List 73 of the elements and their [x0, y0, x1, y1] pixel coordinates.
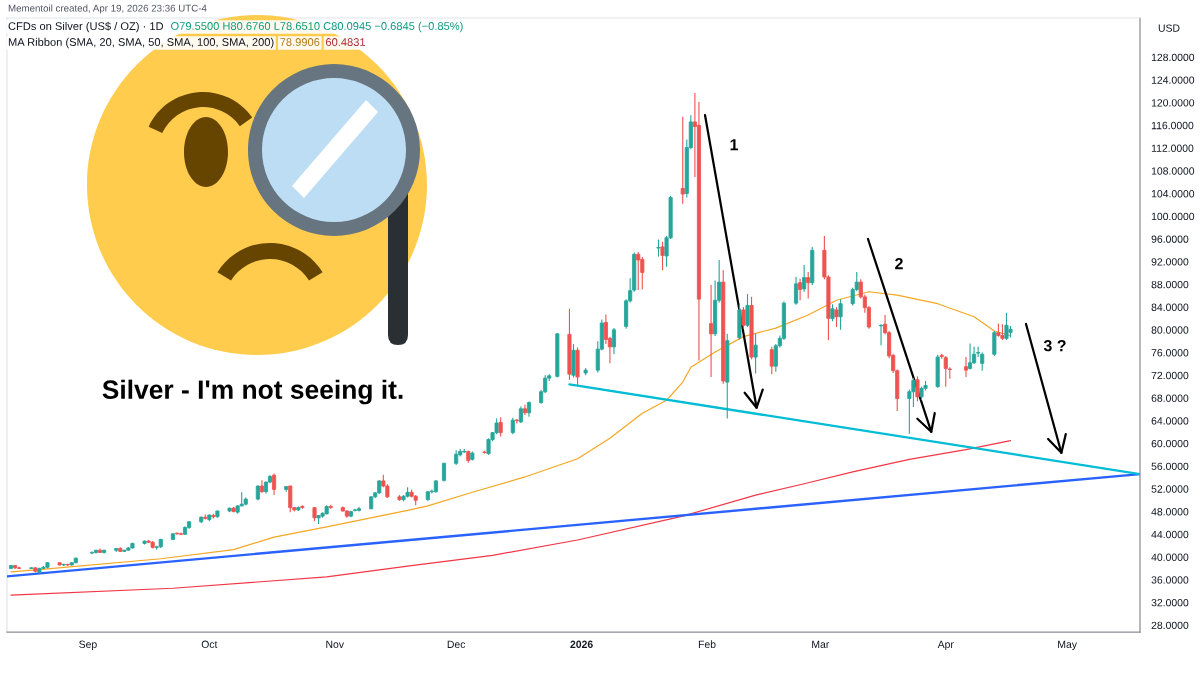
x-tick-label: Dec	[447, 640, 466, 648]
y-tick-label: 72.0000	[1151, 371, 1189, 380]
x-tick-label: May	[1058, 640, 1077, 651]
y-tick-label: 124.0000	[1151, 76, 1195, 84]
candlestick	[992, 330, 997, 357]
y-tick-label: 108.0000	[1151, 167, 1195, 175]
line-series	[10, 291, 1012, 573]
y-tick-label: 36.0000	[1151, 576, 1189, 584]
x-tick-label: Sep	[79, 640, 97, 651]
candlestick	[915, 375, 920, 402]
y-tick-label: 60.0000	[1151, 439, 1189, 448]
y-tick-label: 48.0000	[1151, 508, 1189, 516]
y-tick-label: 32.0000	[1151, 598, 1189, 607]
y-tick-label: 80.0000	[1151, 326, 1189, 334]
candlestick	[802, 264, 807, 293]
candlestick	[963, 356, 969, 378]
y-tick-label: 40.0000	[1151, 553, 1189, 561]
y-tick-label: 88.0000	[1151, 280, 1189, 289]
candlestick	[838, 298, 843, 331]
candlestick	[709, 284, 714, 378]
y-tick-label: 112.0000	[1151, 144, 1194, 152]
candlestick	[745, 293, 750, 328]
y-tick-label: 116.0000	[1151, 121, 1194, 130]
candlestick	[680, 116, 685, 205]
x-tick-label: Oct	[201, 640, 218, 648]
x-tick-label: 2026	[570, 640, 593, 648]
candlestick	[769, 346, 774, 375]
annotation: 2	[895, 257, 903, 270]
candlestick	[794, 276, 799, 306]
y-tick-label: 64.0000	[1151, 417, 1189, 425]
candlestick	[806, 271, 811, 300]
candlestick	[522, 404, 527, 416]
annotation: 1	[730, 139, 738, 151]
candlestick	[834, 306, 839, 328]
x-tick-label: Nov	[326, 640, 344, 648]
annotation: 3 ?	[1043, 339, 1066, 352]
candlestick	[660, 241, 665, 271]
line-series	[10, 440, 1012, 596]
x-tick-label: Feb	[698, 640, 716, 648]
y-tick-label: 120.0000	[1151, 99, 1195, 107]
y-tick-label: 92.0000	[1151, 258, 1189, 266]
annotation: 60.4831	[325, 38, 366, 46]
candlestick	[878, 323, 884, 346]
chart-title: CFDs on Silver (US$ / OZ) · 1D	[8, 21, 164, 33]
y-tick-label: 52.0000	[1151, 485, 1189, 493]
candlestick	[611, 327, 616, 355]
y-tick-label: 44.0000	[1151, 530, 1189, 539]
candlestick	[753, 333, 758, 375]
candlestick	[636, 251, 641, 291]
y-tick-label: 104.0000	[1151, 190, 1195, 198]
y-tick-label: 96.0000	[1151, 235, 1189, 243]
candlestick	[980, 351, 985, 372]
candlestick	[272, 472, 277, 496]
x-tick-label: Apr	[937, 640, 954, 651]
candlestick	[640, 256, 645, 291]
y-tick-label: 76.0000	[1151, 349, 1189, 357]
y-tick-label: 128.0000	[1151, 53, 1195, 62]
y-tick-label: 68.0000	[1151, 394, 1189, 402]
annotation: Silver - I'm not seeing it.	[102, 379, 403, 405]
annotation: 78.9906	[280, 38, 320, 46]
candlestick	[798, 278, 803, 301]
y-tick-label: 100.0000	[1151, 212, 1195, 221]
text: Mementoil created, Apr 19, 2026 23:36 UTC-4	[8, 4, 207, 14]
y-tick-label: 84.0000	[1151, 303, 1189, 311]
candlestick	[741, 306, 746, 330]
candlestick	[1004, 312, 1009, 341]
y-axis-title: USD	[1158, 24, 1180, 32]
candlestick	[514, 418, 519, 425]
annotation: MA Ribbon (SMA, 20, SMA, 50, SMA, 100, SMA, 200)	[8, 37, 274, 49]
x-tick-label: Mar	[812, 640, 830, 648]
annotation: O79.5500 H80.6760 L78.6510 C80.0945 −0.6845 (−0.85%)	[171, 21, 463, 33]
y-tick-label: 56.0000	[1151, 462, 1189, 471]
y-tick-label: 28.0000	[1151, 621, 1189, 630]
